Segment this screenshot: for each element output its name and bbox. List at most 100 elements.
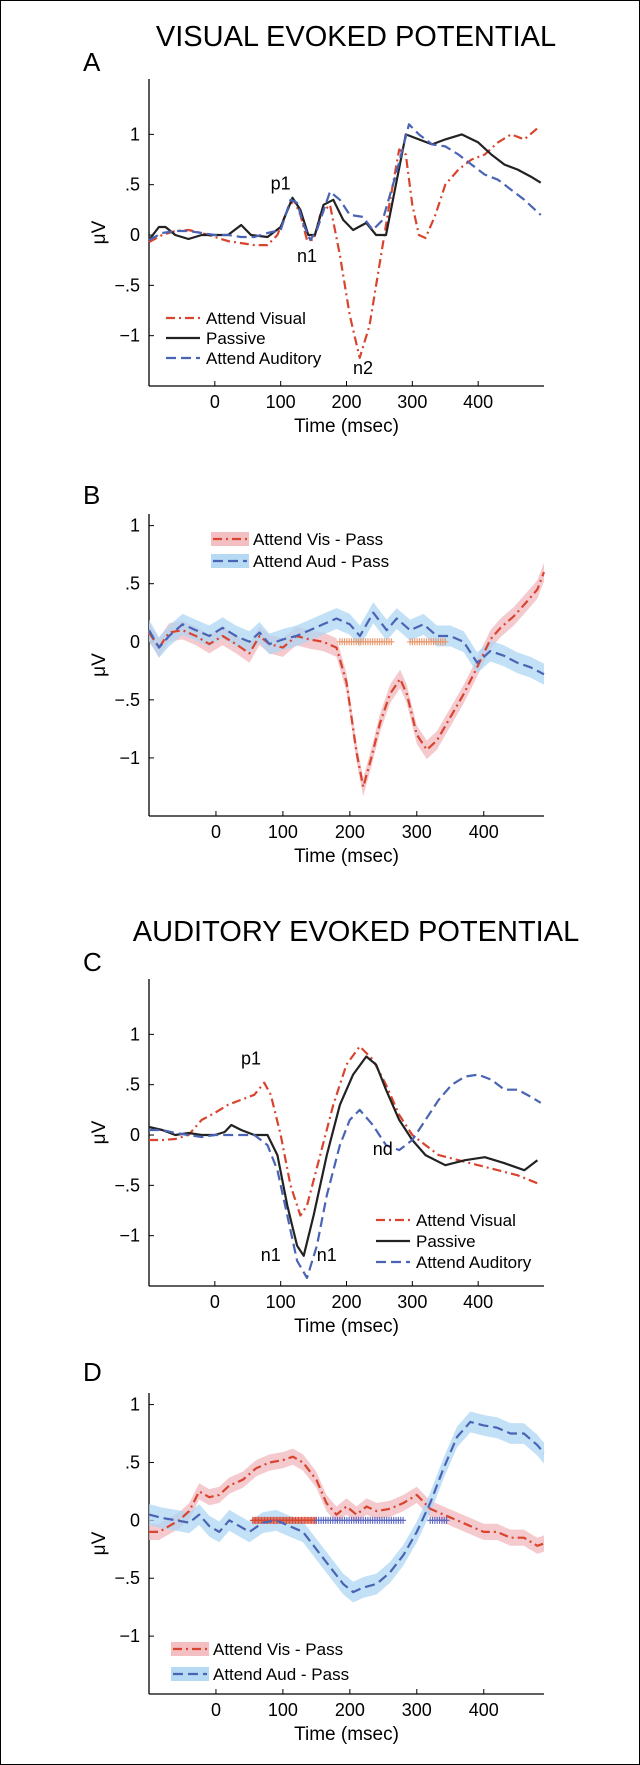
y-tick-label: −1: [119, 326, 140, 346]
y-tick-label: −1: [119, 748, 140, 768]
series-line: [148, 127, 539, 359]
x-axis-label: Time (msec): [294, 1316, 399, 1337]
y-tick-label: .5: [125, 1075, 140, 1095]
x-tick-label: 400: [469, 822, 499, 842]
panel-letter-d: D: [83, 1357, 102, 1387]
legend: Attend Vis - Pass Attend Aud - Pass: [211, 530, 389, 571]
y-tick-label: 0: [130, 1125, 140, 1145]
series-line: [148, 133, 542, 241]
y-tick-label: −.5: [114, 1175, 140, 1195]
legend-label: Attend Aud - Pass: [253, 552, 389, 571]
series-line: [148, 123, 542, 242]
x-tick-label: 300: [402, 1700, 432, 1720]
y-tick-label: .5: [125, 175, 140, 195]
legend-label: Attend Vis - Pass: [253, 530, 383, 549]
peak-annotation: n2: [353, 358, 373, 378]
confidence-band: [149, 602, 544, 685]
y-tick-label: .5: [125, 1452, 140, 1472]
panel-a: A 1 .5 0 −.5 −1 0 100 200 300 400 Time (msec) μV p1 n1…: [83, 47, 544, 437]
x-tick-label: 300: [402, 822, 432, 842]
y-axis-label: μV: [89, 220, 110, 244]
x-tick-label: 100: [266, 1292, 296, 1312]
series-line: [148, 1420, 545, 1594]
x-tick-label: 200: [335, 822, 365, 842]
significance-marks: [336, 638, 395, 646]
x-tick-label: 400: [463, 1292, 493, 1312]
legend-label: Passive: [416, 1232, 476, 1251]
peak-annotation: p1: [271, 174, 291, 194]
legend-label: Attend Aud - Pass: [213, 1665, 349, 1684]
x-axis-label: Time (msec): [294, 1724, 399, 1745]
peak-annotation: nd: [373, 1139, 393, 1159]
y-tick-label: 1: [130, 516, 140, 536]
y-tick-label: 0: [130, 632, 140, 652]
legend-label: Attend Vis - Pass: [213, 1640, 343, 1659]
x-tick-label: 200: [331, 392, 361, 412]
legend-band-swatch: [211, 532, 249, 546]
x-tick-label: 0: [211, 1700, 221, 1720]
x-tick-label: 0: [210, 1292, 220, 1312]
significance-marks: [427, 1516, 450, 1524]
legend-label: Attend Visual: [206, 309, 306, 328]
x-axis-label: Time (msec): [294, 846, 399, 867]
series-line: [149, 1455, 545, 1547]
x-tick-label: 0: [210, 392, 220, 412]
y-tick-label: 0: [130, 1510, 140, 1530]
peak-annotation: n1: [261, 1245, 281, 1265]
significance-mark: [442, 638, 449, 646]
y-tick-label: 1: [130, 1395, 140, 1415]
legend: Attend Vis - Pass Attend Aud - Pass: [171, 1640, 349, 1684]
series-line: [148, 571, 546, 789]
y-tick-label: −.5: [114, 690, 140, 710]
x-tick-label: 300: [397, 1292, 427, 1312]
significance-mark: [388, 638, 395, 646]
section-title-visual: VISUAL EVOKED POTENTIAL: [156, 21, 556, 53]
panel-d: D 1 .5 0 −.5 −1 0 100 200 300 400 Time (msec) μV Atte…: [83, 1357, 545, 1745]
significance-marks: [407, 638, 449, 646]
significance-mark: [443, 1516, 450, 1524]
confidence-band: [149, 1411, 544, 1603]
confidence-band: [149, 1448, 544, 1554]
x-tick-label: 200: [331, 1292, 361, 1312]
y-axis-label: μV: [89, 1531, 110, 1555]
x-axis-label: Time (msec): [294, 416, 399, 437]
series-line: [149, 1073, 542, 1279]
x-tick-label: 100: [268, 822, 298, 842]
panel-c: C 1 .5 0 −.5 −1 0 100 200 300 400 Time (msec) μV p1 nd…: [83, 947, 544, 1337]
x-tick-label: 0: [211, 822, 221, 842]
panel-b: B 1 .5 0 −.5 −1 0 100 200 300 400 Time (msec) μV Atte…: [83, 480, 546, 867]
section-title-auditory: AUDITORY EVOKED POTENTIAL: [133, 916, 579, 948]
y-tick-label: 0: [130, 225, 140, 245]
y-tick-label: 1: [130, 124, 140, 144]
y-tick-label: −1: [119, 1226, 140, 1246]
panel-letter-b: B: [83, 480, 100, 510]
legend-label: Passive: [206, 329, 266, 348]
x-tick-label: 100: [268, 1700, 298, 1720]
peak-annotation: n1: [317, 1245, 337, 1265]
series-line: [149, 1045, 538, 1217]
legend-label: Attend Auditory: [206, 349, 322, 368]
y-tick-label: .5: [125, 574, 140, 594]
y-axis-label: μV: [89, 653, 110, 677]
x-tick-label: 100: [266, 392, 296, 412]
x-tick-label: 400: [469, 1700, 499, 1720]
peak-annotation: n1: [297, 246, 317, 266]
y-tick-label: 1: [130, 1024, 140, 1044]
x-tick-label: 300: [397, 392, 427, 412]
peak-annotation: p1: [241, 1049, 261, 1069]
y-axis-label: μV: [89, 1120, 110, 1144]
significance-marks: [313, 1516, 407, 1524]
y-tick-label: −.5: [114, 1568, 140, 1588]
legend-label: Attend Auditory: [416, 1253, 532, 1272]
panel-letter-c: C: [83, 947, 102, 977]
legend-label: Attend Visual: [416, 1211, 516, 1230]
legend: Attend Visual Passive Attend Auditory: [376, 1211, 532, 1272]
y-tick-label: −.5: [114, 275, 140, 295]
panel-letter-a: A: [83, 47, 101, 77]
x-tick-label: 400: [463, 392, 493, 412]
legend-band-swatch: [171, 1642, 209, 1656]
